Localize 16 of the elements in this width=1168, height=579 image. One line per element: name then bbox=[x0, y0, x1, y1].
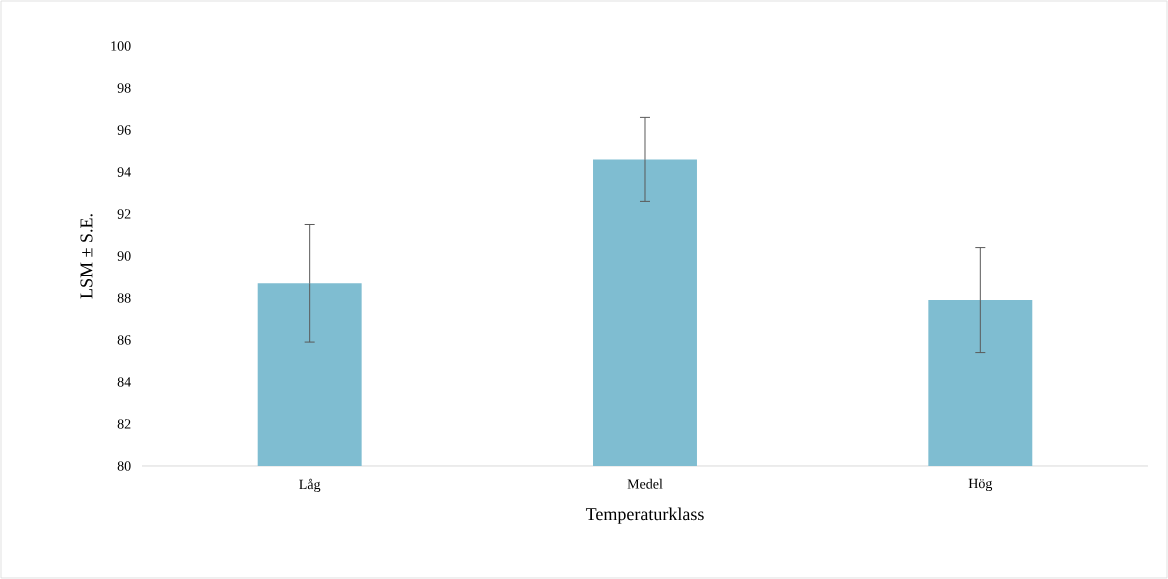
y-tick-label: 84 bbox=[117, 377, 131, 387]
y-tick-label: 100 bbox=[111, 41, 131, 51]
x-tick-label: Hög bbox=[968, 478, 993, 492]
y-axis-title: LSM ± S.E. bbox=[80, 214, 93, 299]
y-tick-label: 98 bbox=[117, 83, 131, 93]
x-tick-label: Medel bbox=[627, 478, 663, 489]
y-tick-label: 86 bbox=[117, 335, 131, 345]
x-axis-title: Temperaturklass bbox=[585, 507, 704, 524]
y-tick-label: 92 bbox=[117, 209, 131, 219]
y-tick-label: 90 bbox=[117, 251, 131, 261]
y-tick-label: 96 bbox=[117, 125, 131, 135]
y-tick-label: 80 bbox=[117, 461, 131, 471]
x-tick-label: Låg bbox=[299, 478, 321, 492]
y-tick-label: 94 bbox=[117, 167, 131, 177]
y-tick-label: 88 bbox=[117, 293, 131, 303]
y-tick-label: 82 bbox=[117, 419, 131, 429]
